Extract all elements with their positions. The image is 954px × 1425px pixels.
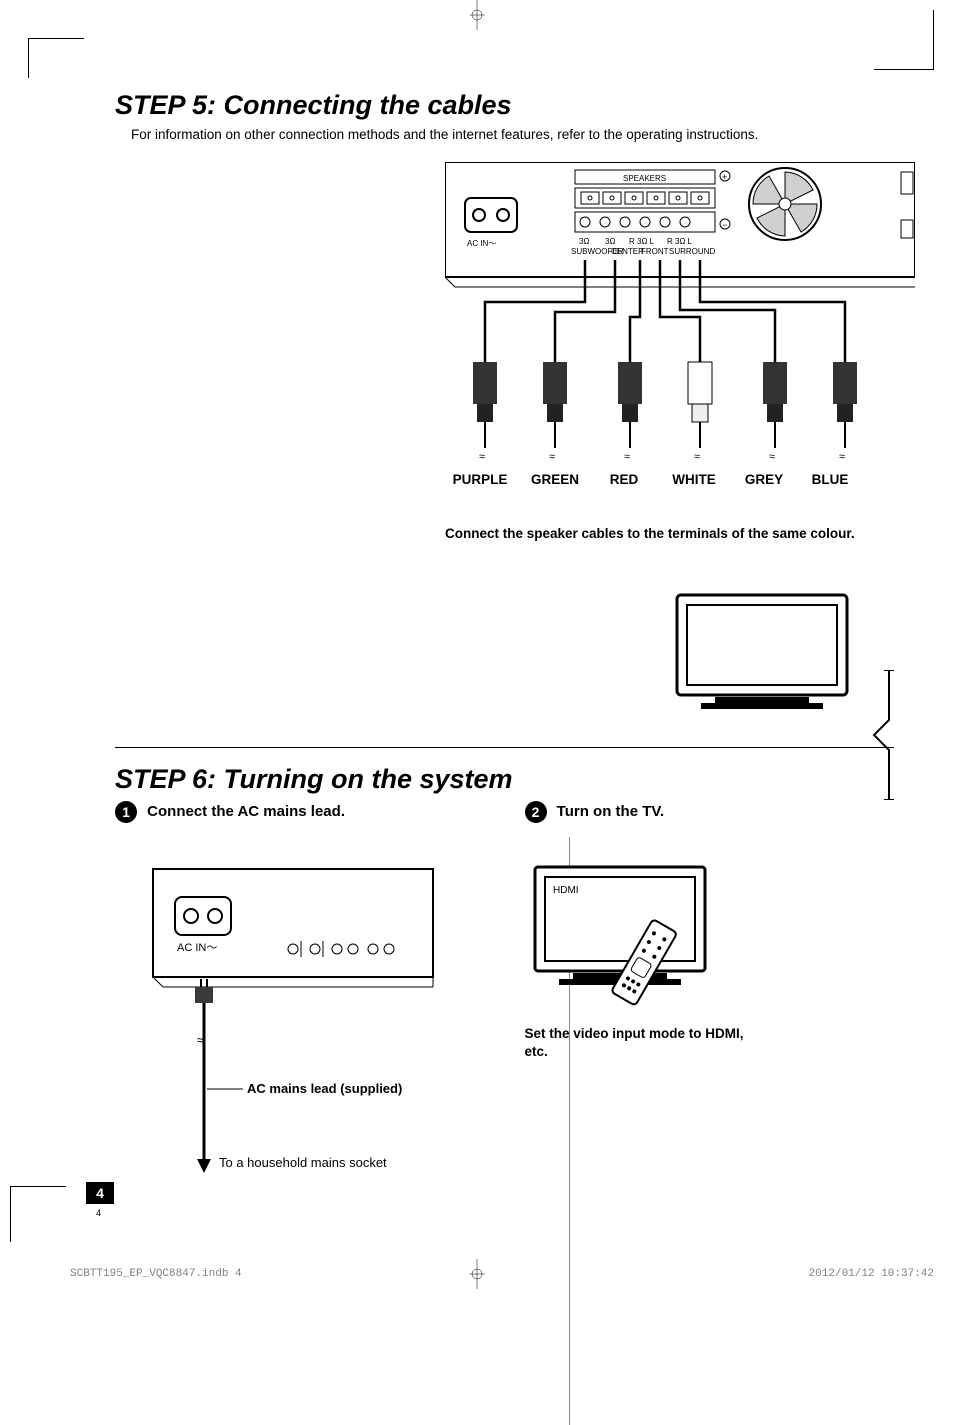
step6-column-2: 2 Turn on the TV. HDMI <box>525 801 895 1061</box>
speaker-connection-note: Connect the speaker cables to the termin… <box>445 525 865 543</box>
cable-label: PURPLE <box>445 472 515 487</box>
cable-color-labels: PURPLE GREEN RED WHITE GREY BLUE <box>445 472 894 487</box>
cable-label: WHITE <box>665 472 723 487</box>
svg-text:SURROUND: SURROUND <box>669 247 715 256</box>
speakers-label-text: SPEAKERS <box>623 174 666 183</box>
cable-label: GREEN <box>527 472 583 487</box>
svg-text:3Ω: 3Ω <box>605 237 615 246</box>
svg-text:R 3Ω L: R 3Ω L <box>667 237 693 246</box>
page-number-tab: 4 <box>86 1182 114 1204</box>
svg-text:≈: ≈ <box>549 451 555 463</box>
rear-panel-diagram: AC IN～ SPEAKERS <box>445 162 905 472</box>
cable-label: BLUE <box>805 472 855 487</box>
section-divider <box>115 747 894 748</box>
crop-mark-bl <box>10 1186 66 1242</box>
connect-ac-instruction: Connect the AC mains lead. <box>147 803 345 820</box>
svg-text:≈: ≈ <box>839 451 845 463</box>
svg-text:≈: ≈ <box>769 451 775 463</box>
step6-column-1: 1 Connect the AC mains lead. AC IN～ <box>115 801 485 1179</box>
svg-text:3Ω: 3Ω <box>579 237 589 246</box>
cable-label: GREY <box>735 472 793 487</box>
step-number-badge: 1 <box>115 801 137 823</box>
svg-text:≈: ≈ <box>197 1032 205 1048</box>
tv-illustration <box>675 593 865 723</box>
svg-text:≈: ≈ <box>479 451 485 463</box>
ac-mains-diagram: AC IN～ ≈ <box>115 859 445 1179</box>
svg-text:R 3Ω L: R 3Ω L <box>629 237 655 246</box>
svg-text:≈: ≈ <box>694 451 700 463</box>
svg-text:FRONT: FRONT <box>641 247 669 256</box>
crop-mark-tr <box>874 10 934 70</box>
tv-hdmi-diagram: HDMI <box>525 859 745 1009</box>
footer-timestamp: 2012/01/12 10:37:42 <box>809 1268 934 1280</box>
step6-title: STEP 6: Turning on the system <box>115 764 894 795</box>
print-footer: SCBTT195_EP_VQC8847.indb 4 2012/01/12 10… <box>70 1268 934 1280</box>
registration-mark-top <box>462 0 492 35</box>
svg-text:AC IN～: AC IN～ <box>177 942 217 954</box>
socket-label-text: To a household mains socket <box>219 1155 387 1170</box>
crop-mark-tl <box>28 38 84 78</box>
svg-text:AC IN～: AC IN～ <box>467 239 496 248</box>
svg-text:−: − <box>722 220 727 230</box>
svg-text:+: + <box>722 172 727 182</box>
step5-title: STEP 5: Connecting the cables <box>115 90 894 121</box>
svg-text:≈: ≈ <box>624 451 630 463</box>
bleed-bracket-icon <box>854 670 894 800</box>
svg-text:CENTER: CENTER <box>611 247 644 256</box>
cable-label: RED <box>595 472 653 487</box>
ac-lead-label-text: AC mains lead (supplied) <box>247 1081 402 1096</box>
hdmi-label-text: HDMI <box>553 885 579 896</box>
step-number-badge: 2 <box>525 801 547 823</box>
turn-on-tv-instruction: Turn on the TV. <box>557 803 665 820</box>
step5-subtitle: For information on other connection meth… <box>131 127 894 142</box>
footer-filename: SCBTT195_EP_VQC8847.indb 4 <box>70 1268 242 1280</box>
video-input-note: Set the video input mode to HDMI, etc. <box>525 1025 745 1061</box>
page-number-small: 4 <box>96 1208 101 1218</box>
